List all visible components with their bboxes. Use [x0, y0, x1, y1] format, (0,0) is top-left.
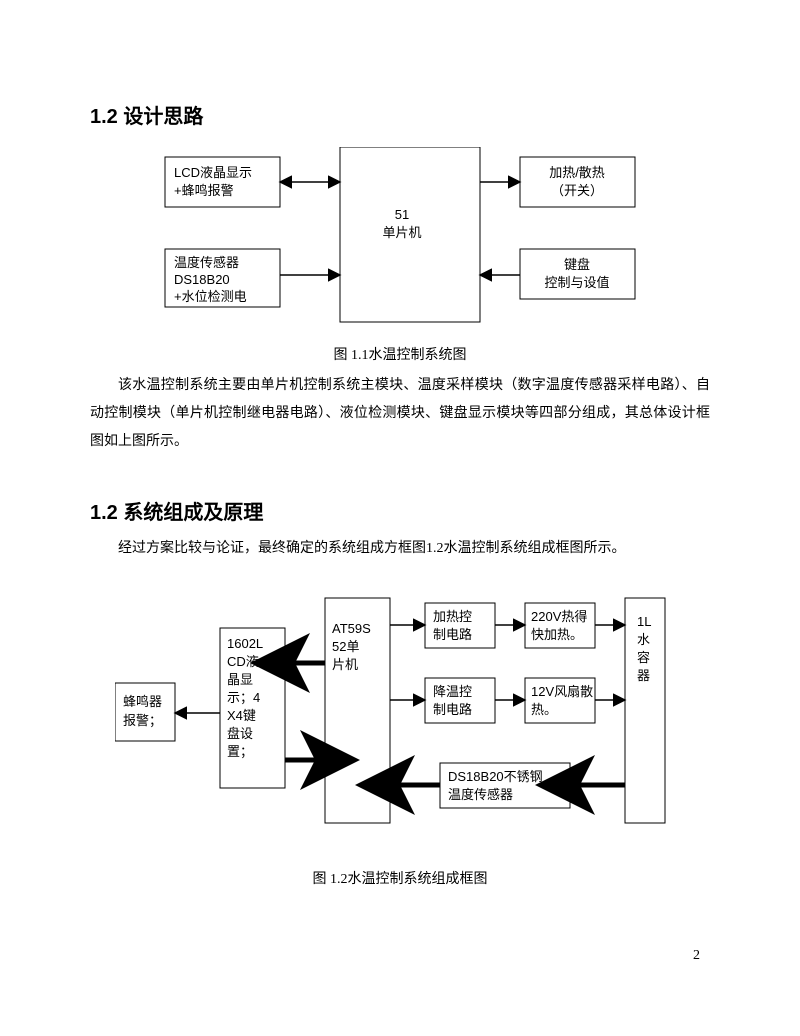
d2-tank-l4: 器	[637, 668, 650, 683]
page-number: 2	[90, 948, 710, 964]
d1-kb-l1: 键盘	[564, 257, 590, 272]
d1-mcu-l1: 51	[395, 207, 409, 222]
diagram-2-wrap: 蜂鸣器 报警； 1602L CD液 晶显 示；4 X4键 盘设 置； AT59S…	[90, 588, 710, 838]
d2-lcd-l2: CD液	[227, 654, 259, 669]
figure-caption-2: 图 1.2水温控制系统组成框图	[90, 868, 710, 888]
d2-lcd-l4: 示；4	[227, 690, 260, 706]
d2-mcu-l2: 52单	[332, 639, 359, 654]
d2-heater-l2: 快加热。	[531, 627, 583, 642]
d2-tank-l2: 水	[637, 632, 650, 647]
d1-sensor-l1: 温度传感器	[174, 255, 239, 270]
d1-lcd-l1: LCD液晶显示	[174, 165, 252, 180]
diagram-2: 蜂鸣器 报警； 1602L CD液 晶显 示；4 X4键 盘设 置； AT59S…	[115, 588, 685, 838]
figure-caption-1: 图 1.1水温控制系统图	[90, 344, 710, 364]
d2-node-buzzer	[115, 683, 175, 741]
d2-ds-l2: 温度传感器	[448, 787, 513, 802]
d2-lcd-l3: 晶显	[227, 672, 253, 687]
d2-lcd-l7: 置；	[227, 744, 253, 760]
d2-mcu-l1: AT59S	[332, 621, 371, 636]
d2-ds-l1: DS18B20不锈钢	[448, 769, 543, 784]
d2-heater-l1: 220V热得	[531, 609, 587, 624]
d1-heat-l2: （开关）	[551, 183, 603, 198]
d2-buzzer-l1: 蜂鸣器	[123, 694, 162, 709]
d2-lcd-l5: X4键	[227, 708, 256, 723]
d1-mcu-l2: 单片机	[382, 225, 421, 240]
d2-mcu-l3: 片机	[332, 657, 358, 672]
d2-tank-l3: 容	[637, 650, 650, 665]
d1-sensor-l2: DS18B20	[174, 272, 230, 287]
d2-lcd-l6: 盘设	[227, 726, 253, 741]
d1-heat-l1: 加热/散热	[549, 165, 605, 180]
d2-heatctl-l1: 加热控	[433, 609, 472, 624]
d2-tank-l1: 1L	[637, 614, 651, 629]
section-1-paragraph: 该水温控制系统主要由单片机控制系统主模块、温度采样模块（数字温度传感器采样电路）…	[90, 372, 710, 456]
diagram-1-wrap: LCD液晶显示 +蜂鸣报警 温度传感器 DS18B20 +水位检测电 51 单片…	[90, 147, 710, 332]
d2-fan-l1: 12V风扇散	[531, 684, 593, 699]
d2-buzzer-l2: 报警；	[123, 713, 162, 729]
d2-coolctl-l1: 降温控	[433, 684, 472, 699]
d2-coolctl-l2: 制电路	[433, 702, 472, 717]
d2-heatctl-l2: 制电路	[433, 627, 472, 642]
section-heading-2: 1.2 系统组成及原理	[90, 496, 710, 525]
d2-fan-l2: 热。	[531, 702, 557, 717]
d1-kb-l2: 控制与设值	[544, 275, 609, 290]
diagram-1: LCD液晶显示 +蜂鸣报警 温度传感器 DS18B20 +水位检测电 51 单片…	[120, 147, 680, 332]
d1-sensor-l3: +水位检测电	[174, 289, 247, 304]
section-heading-1: 1.2 设计思路	[90, 100, 710, 129]
d1-lcd-l2: +蜂鸣报警	[174, 183, 234, 198]
section-2-intro: 经过方案比较与论证，最终确定的系统组成方框图1.2水温控制系统组成框图所示。	[90, 535, 710, 563]
d2-lcd-l1: 1602L	[227, 636, 263, 651]
